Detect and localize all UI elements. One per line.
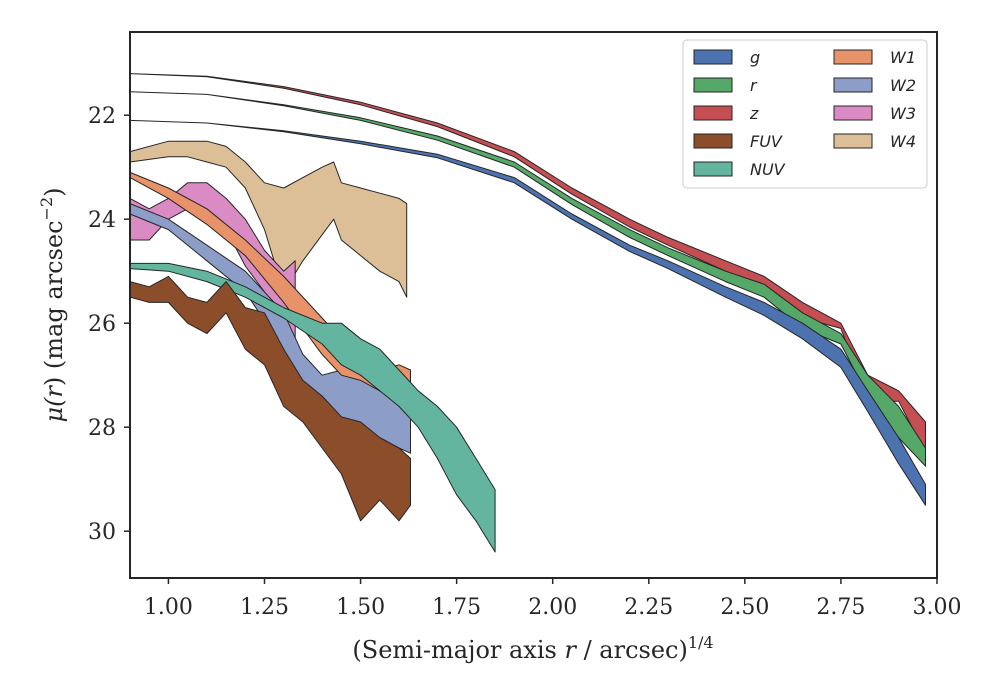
y-axis-title: μ(r) (mag arcsec−2) — [37, 187, 68, 422]
legend-label-g: g — [750, 48, 760, 67]
x-tick-label: 1.50 — [336, 595, 385, 620]
x-tick-label: 2.00 — [528, 595, 577, 620]
legend-frame — [682, 39, 928, 189]
legend-label-fuv: FUV — [750, 132, 783, 151]
band-z — [129, 73, 926, 454]
legend-label-w1: W1 — [890, 48, 916, 67]
legend-swatch-w2 — [833, 77, 873, 93]
y-tick-label: 22 — [88, 104, 116, 129]
y-axis: 22 24 26 28 30 — [88, 104, 130, 545]
x-tick-label: 2.25 — [624, 595, 673, 620]
x-tick-label: 1.75 — [432, 595, 481, 620]
x-tick-label: 2.50 — [720, 595, 769, 620]
legend-swatch-r — [693, 77, 733, 93]
band-r — [129, 91, 926, 467]
band-w4 — [129, 140, 408, 298]
y-tick-label: 24 — [88, 208, 116, 233]
legend-label-z: z — [749, 104, 759, 123]
x-tick-label: 1.25 — [240, 595, 289, 620]
y-tick-label: 28 — [88, 416, 116, 441]
legend-label-w4: W4 — [890, 132, 916, 151]
legend-swatch-w1 — [833, 49, 873, 65]
x-axis: 1.00 1.25 1.50 1.75 2.00 2.25 2.50 2.75 3.00 — [144, 578, 962, 620]
band-nuv — [129, 262, 496, 553]
legend: grz FUV NUV W1 W2 W3 W4 — [682, 39, 928, 189]
x-axis-title: (Semi-major axis r / arcsec)1/4 — [352, 633, 713, 664]
y-tick-label: 30 — [88, 520, 116, 545]
plot-frame — [129, 31, 938, 579]
band-fuv — [129, 275, 411, 522]
legend-swatch-w4 — [833, 133, 873, 149]
legend-label-w2: W2 — [890, 76, 916, 95]
legend-label-nuv: NUV — [750, 160, 786, 179]
legend-swatch-g — [693, 49, 733, 65]
x-tick-label: 3.00 — [913, 595, 962, 620]
legend-swatch-nuv — [693, 161, 733, 177]
legend-swatch-w3 — [833, 105, 873, 121]
legend-swatch-z — [693, 105, 733, 121]
legend-swatch-fuv — [693, 133, 733, 149]
band-layer — [129, 73, 926, 553]
legend-label-w3: W3 — [890, 104, 916, 123]
legend-label-r: r — [750, 76, 758, 95]
y-tick-label: 26 — [88, 312, 116, 337]
x-tick-label: 1.00 — [144, 595, 193, 620]
x-tick-label: 2.75 — [816, 595, 865, 620]
band-g — [129, 119, 926, 506]
